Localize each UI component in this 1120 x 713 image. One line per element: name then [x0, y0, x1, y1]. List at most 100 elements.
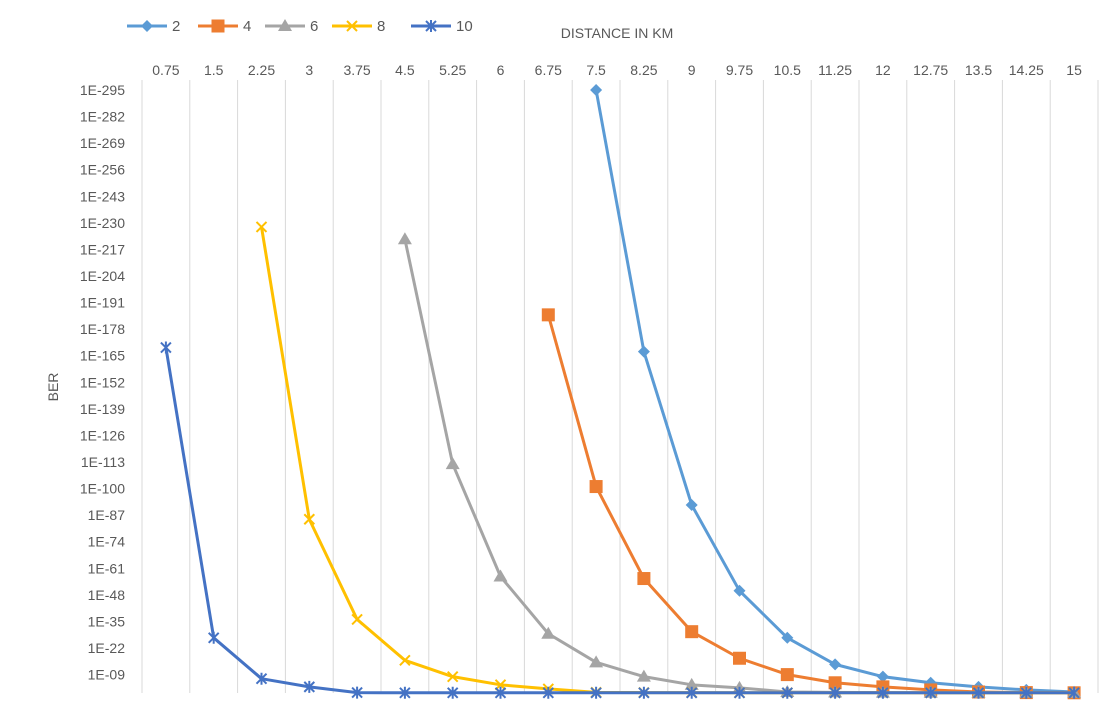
y-tick-label: 1E-126	[80, 427, 125, 443]
y-tick-label: 1E-178	[80, 321, 125, 337]
y-tick-label: 1E-87	[88, 507, 126, 523]
y-tick-label: 1E-256	[80, 162, 125, 178]
data-point	[425, 20, 437, 32]
data-point	[829, 686, 841, 699]
legend-item-4: 4	[198, 18, 251, 35]
x-tick-label: 3	[305, 62, 313, 78]
data-point	[255, 672, 268, 685]
data-point	[446, 670, 459, 683]
x-tick-label: 9	[688, 62, 696, 78]
data-point	[589, 480, 603, 494]
x-tick-label: 0.75	[152, 62, 179, 78]
series-10	[160, 341, 1080, 699]
x-tick-label: 6	[497, 62, 505, 78]
x-axis-title: DISTANCE IN KM	[561, 25, 674, 41]
y-tick-label: 1E-230	[80, 215, 125, 231]
data-point	[781, 631, 794, 644]
legend-label: 10	[456, 18, 473, 35]
y-tick-label: 1E-243	[80, 188, 125, 204]
x-tick-label: 15	[1066, 62, 1082, 78]
data-point	[684, 677, 699, 690]
data-point	[399, 686, 411, 699]
series-6	[397, 232, 1082, 698]
x-tick-label: 14.25	[1009, 62, 1044, 78]
vertical-gridlines	[141, 80, 1099, 693]
data-point	[876, 670, 889, 683]
legend-item-8: 8	[332, 18, 385, 35]
legend-item-6: 6	[265, 18, 318, 35]
data-point	[781, 686, 794, 699]
y-tick-label: 1E-74	[88, 534, 126, 550]
y-tick-label: 1E-269	[80, 135, 125, 151]
data-point	[255, 221, 268, 233]
data-point	[733, 651, 746, 665]
y-tick-label: 1E-100	[80, 481, 125, 497]
data-point	[589, 655, 604, 668]
x-tick-label: 3.75	[343, 62, 370, 78]
x-tick-label: 12	[875, 62, 891, 78]
data-point	[397, 232, 412, 245]
y-tick-label: 1E-204	[80, 268, 125, 284]
y-tick-label: 1E-152	[80, 374, 125, 390]
series-lines	[160, 84, 1082, 700]
x-tick-label: 2.25	[248, 62, 275, 78]
x-tick-label: 5.25	[439, 62, 466, 78]
data-point	[590, 686, 602, 699]
x-axis-tick-labels: 0.75 1.5 2.25 3 3.75 4.5 5.25 6 6.75 7.5 8.25 9 9.75…	[152, 62, 1082, 78]
data-point	[351, 686, 363, 699]
data-point	[542, 686, 555, 699]
y-tick-label: 1E-61	[88, 560, 126, 576]
series-2	[590, 84, 1081, 698]
x-tick-label: 1.5	[204, 62, 224, 78]
x-tick-label: 13.5	[965, 62, 992, 78]
legend-label: 6	[310, 18, 318, 35]
y-tick-label: 1E-09	[88, 667, 126, 683]
x-tick-label: 8.25	[630, 62, 657, 78]
y-tick-label: 1E-48	[88, 587, 126, 603]
data-point	[829, 658, 842, 671]
x-tick-label: 11.25	[818, 62, 852, 78]
data-point	[685, 498, 698, 511]
x-tick-label: 6.75	[535, 62, 562, 78]
data-point	[493, 569, 508, 582]
data-point	[141, 20, 153, 32]
y-tick-label: 1E-165	[80, 348, 125, 364]
data-point	[972, 686, 985, 699]
legend-item-2: 2	[127, 18, 180, 35]
data-point	[924, 686, 937, 699]
legend-label: 4	[243, 18, 251, 35]
y-tick-label: 1E-35	[88, 613, 126, 629]
data-point	[685, 625, 699, 639]
data-point	[877, 686, 889, 699]
data-point	[637, 572, 651, 586]
data-point	[351, 613, 363, 626]
data-point	[638, 686, 650, 699]
data-point	[590, 84, 603, 96]
x-tick-label: 12.75	[913, 62, 948, 78]
data-point	[303, 513, 316, 525]
x-tick-label: 9.75	[726, 62, 753, 78]
data-point	[780, 668, 794, 682]
y-tick-label: 1E-295	[80, 82, 125, 98]
series-line	[403, 238, 1075, 695]
data-point	[541, 626, 556, 639]
data-point	[399, 654, 411, 667]
data-point	[207, 631, 220, 644]
y-axis-tick-labels: 1E-295 1E-282 1E-269 1E-256 1E-243 1E-230 1E-2…	[80, 82, 125, 683]
data-point	[685, 686, 698, 699]
data-point	[278, 19, 292, 31]
data-point	[733, 584, 746, 597]
data-point	[637, 345, 650, 358]
x-tick-label: 7.5	[586, 62, 606, 78]
data-point	[733, 686, 746, 699]
data-point	[446, 686, 459, 699]
data-point	[445, 457, 460, 470]
y-tick-label: 1E-113	[81, 454, 125, 470]
series-line	[164, 347, 1075, 695]
x-tick-label: 4.5	[395, 62, 415, 78]
y-axis-title: BER	[45, 373, 61, 402]
y-tick-label: 1E-139	[80, 401, 125, 417]
y-tick-label: 1E-191	[80, 295, 125, 311]
data-point	[211, 19, 225, 33]
